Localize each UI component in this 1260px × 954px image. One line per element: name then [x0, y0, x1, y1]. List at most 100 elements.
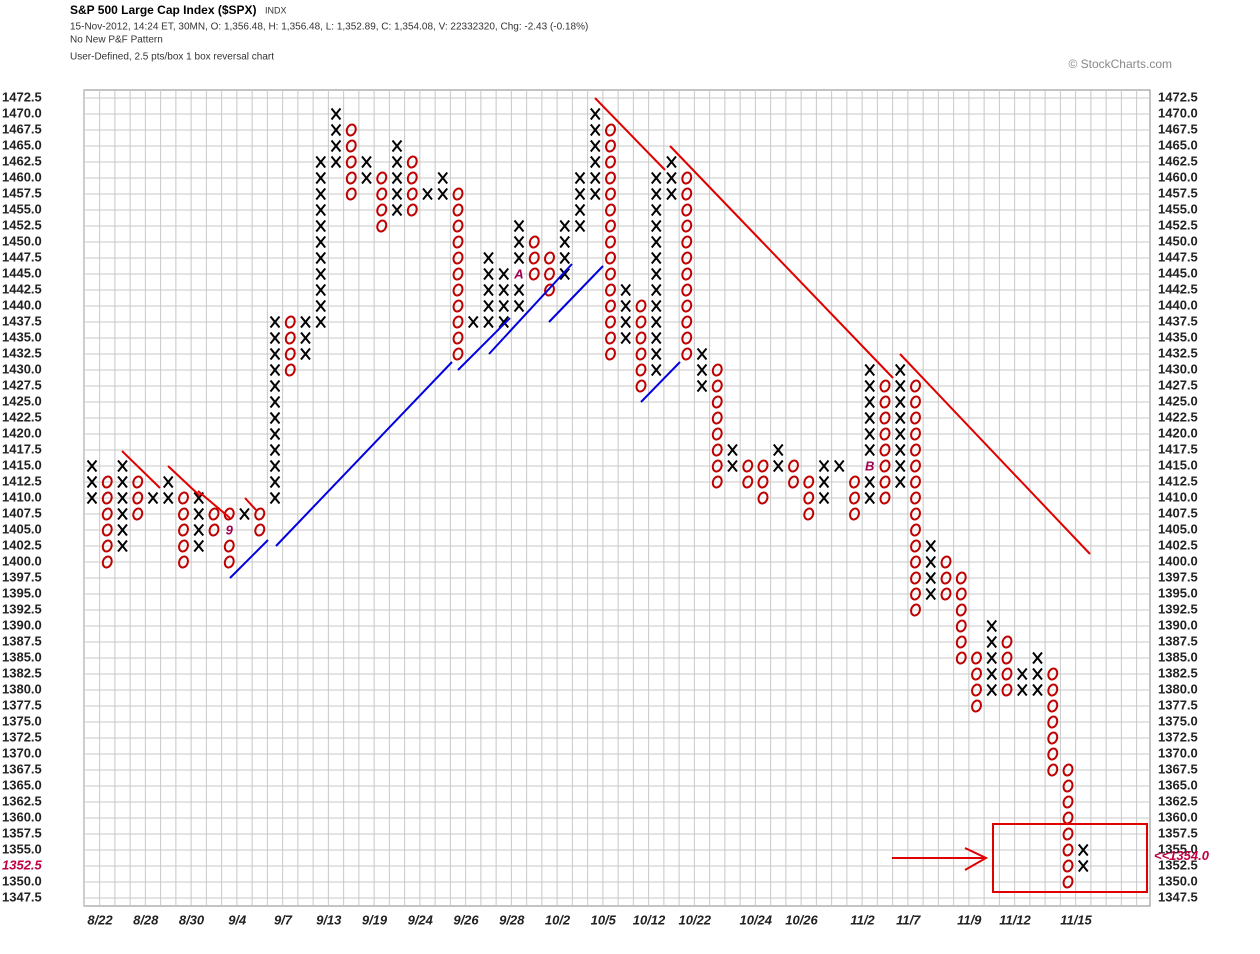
y-tick-label-right: 1357.5: [1158, 825, 1198, 840]
y-tick-label-right: 1417.5: [1158, 441, 1198, 456]
x-column: [559, 219, 571, 281]
x-tick-label: 10/2: [545, 912, 571, 927]
x-box: [574, 187, 586, 201]
o-box: [803, 475, 815, 489]
o-column: 9: [223, 507, 235, 569]
o-box: [132, 507, 144, 521]
o-box: [605, 203, 616, 217]
y-tick-label: 1390.0: [2, 617, 42, 632]
y-tick-label: 1397.5: [2, 569, 42, 584]
o-box: [178, 523, 189, 537]
x-box: [818, 459, 830, 473]
y-tick-label-right: 1447.5: [1158, 249, 1198, 264]
x-box: [559, 219, 571, 233]
x-box: [620, 315, 632, 329]
x-column: [117, 459, 128, 553]
o-box: [910, 443, 921, 457]
x-box: [162, 491, 174, 505]
x-tick-label: 10/22: [678, 912, 711, 927]
o-box: [605, 139, 616, 153]
x-box: [269, 363, 281, 377]
x-box: [239, 507, 250, 521]
x-box: [833, 459, 845, 473]
x-box: [269, 379, 281, 393]
x-tick-label: 10/12: [633, 912, 666, 927]
o-column: [1047, 667, 1059, 777]
o-box: [910, 379, 921, 393]
x-box: [650, 315, 662, 329]
o-box: [910, 555, 921, 569]
pattern-note: No New P&F Pattern: [70, 35, 163, 46]
o-box: [940, 587, 952, 601]
x-column: [300, 315, 311, 361]
x-box: [483, 299, 494, 313]
trend-line: [488, 263, 573, 355]
y-tick-label-right: 1467.5: [1158, 121, 1198, 136]
y-tick-label-right: 1457.5: [1158, 185, 1198, 200]
y-tick-label-right: 1400.0: [1158, 553, 1198, 568]
month-marker: B: [865, 458, 874, 473]
x-column: [483, 251, 494, 329]
y-tick-label: 1472.5: [2, 89, 42, 104]
x-box: [772, 459, 784, 473]
o-box: [910, 475, 921, 489]
o-box: [1047, 715, 1059, 729]
y-tick-label: 1347.5: [2, 889, 42, 904]
y-tick-label: 1432.5: [2, 345, 42, 360]
o-box: [849, 475, 860, 489]
o-box: [1062, 795, 1074, 809]
x-box: [864, 379, 876, 393]
y-tick-label-right: 1472.5: [1158, 89, 1198, 104]
o-box: [452, 267, 464, 281]
trend-line: [275, 361, 453, 547]
o-box: [376, 187, 388, 201]
o-box: [376, 171, 388, 185]
o-box: [635, 331, 647, 345]
x-box: [269, 331, 281, 345]
x-box: [864, 363, 876, 377]
x-box: [117, 459, 128, 473]
o-box: [681, 283, 693, 297]
trend-line: [548, 265, 604, 323]
y-tick-label-right: 1405.0: [1158, 521, 1198, 536]
o-box: [605, 251, 616, 265]
o-column: [284, 315, 296, 377]
x-box: [269, 395, 281, 409]
y-tick-label-right: 1432.5: [1158, 345, 1198, 360]
x-box: [269, 443, 281, 457]
x-column: [925, 539, 937, 601]
x-box: [818, 491, 830, 505]
x-box: [559, 235, 571, 249]
y-tick-label-right: 1452.5: [1158, 217, 1198, 232]
o-box: [681, 347, 693, 361]
y-tick-label: 1412.5: [2, 473, 42, 488]
o-box: [452, 283, 464, 297]
x-box: [315, 155, 327, 169]
o-column: [101, 475, 113, 569]
x-box: [666, 171, 677, 185]
x-box: [269, 347, 281, 361]
x-box: [498, 283, 510, 297]
y-tick-label-right: 1355.0: [1158, 841, 1198, 856]
x-box: [86, 491, 98, 505]
o-box: [910, 491, 921, 505]
trend-line: [457, 317, 511, 371]
o-box: [910, 459, 921, 473]
y-tick-label: 1445.0: [2, 265, 42, 280]
o-box: [254, 507, 266, 521]
x-tick-label: 9/13: [316, 912, 342, 927]
o-box: [223, 539, 235, 553]
x-column: B: [864, 363, 876, 505]
o-box: [742, 459, 754, 473]
o-box: [345, 187, 357, 201]
x-box: [864, 491, 876, 505]
o-box: [1001, 667, 1013, 681]
trend-line: [899, 353, 1091, 555]
x-box: [650, 235, 662, 249]
y-tick-label-right: 1390.0: [1158, 617, 1198, 632]
y-tick-label: 1470.0: [2, 105, 42, 120]
y-tick-label: 1367.5: [2, 761, 42, 776]
settings-note: User-Defined, 2.5 pts/box 1 box reversal…: [70, 52, 274, 63]
o-box: [605, 331, 616, 345]
